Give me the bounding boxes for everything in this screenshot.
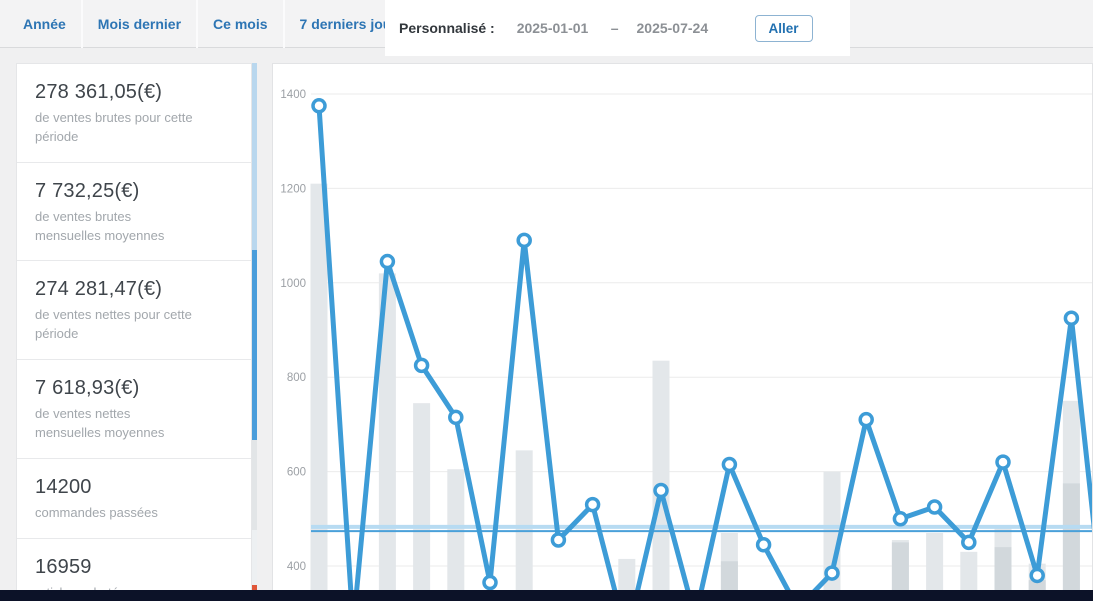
stat-label: de ventes nettes mensuelles moyennes bbox=[35, 406, 165, 440]
line-marker[interactable] bbox=[413, 357, 430, 374]
date-to-input[interactable] bbox=[636, 20, 725, 36]
line-marker[interactable] bbox=[653, 482, 669, 499]
line-marker[interactable] bbox=[995, 454, 1011, 470]
bar[interactable] bbox=[447, 469, 465, 601]
stat-value: 278 361,05(€) bbox=[35, 81, 163, 103]
y-axis-tick-label: 1200 bbox=[280, 183, 306, 195]
scroll-indicator-segment bbox=[252, 250, 257, 440]
bar[interactable] bbox=[378, 273, 396, 601]
line-marker[interactable] bbox=[482, 574, 498, 591]
scroll-indicator-segment bbox=[252, 440, 257, 530]
line-marker[interactable] bbox=[961, 534, 977, 551]
tab-ce-mois[interactable]: Ce mois bbox=[198, 0, 285, 48]
stat-label: de ventes nettes pour cette période bbox=[35, 307, 192, 342]
stat-avg-gross-monthly: 7 732,25(€) de ventes brutes mensuelles … bbox=[17, 163, 251, 262]
line-marker[interactable] bbox=[824, 565, 840, 581]
scroll-indicator-segment bbox=[252, 585, 257, 590]
go-button[interactable]: Aller bbox=[754, 14, 813, 42]
range-tabs: Année Mois dernier Ce mois 7 derniers jo… bbox=[0, 0, 1093, 48]
date-range-dash: – bbox=[610, 20, 619, 36]
bar[interactable] bbox=[652, 360, 670, 601]
bar[interactable] bbox=[960, 551, 978, 601]
stat-label: commandes passées bbox=[35, 504, 158, 520]
stat-avg-net-monthly: 7 618,93(€) de ventes nettes mensuelles … bbox=[17, 360, 251, 459]
y-axis-tick-label: 600 bbox=[287, 467, 306, 479]
line-marker[interactable] bbox=[311, 98, 327, 114]
custom-range-label: Personnalisé : bbox=[399, 20, 495, 36]
report-range-toolbar: Année Mois dernier Ce mois 7 derniers jo… bbox=[0, 0, 1093, 56]
bar[interactable] bbox=[1062, 483, 1080, 601]
sales-chart-svg: 1400 1200 1000 800 600 400 bbox=[280, 89, 1092, 601]
line-marker[interactable] bbox=[1063, 310, 1080, 326]
y-axis-tick-label: 800 bbox=[287, 372, 306, 384]
line-marker[interactable] bbox=[858, 411, 874, 428]
stat-value: 274 281,47(€) bbox=[35, 278, 163, 301]
stat-value: 7 618,93(€) bbox=[35, 377, 140, 400]
line-marker[interactable] bbox=[516, 232, 532, 249]
bar[interactable] bbox=[413, 403, 431, 601]
line-marker[interactable] bbox=[379, 253, 396, 270]
stat-orders-placed: 14200 commandes passées bbox=[17, 459, 251, 539]
line-marker[interactable] bbox=[550, 532, 567, 548]
scroll-indicator-segment bbox=[252, 63, 257, 250]
y-axis-tick-label: 1400 bbox=[280, 89, 306, 101]
line-marker[interactable] bbox=[926, 499, 943, 515]
scroll-indicator-segment bbox=[252, 530, 257, 585]
sidebar-scroll-indicator bbox=[252, 63, 257, 590]
y-axis-tick-label: 1000 bbox=[280, 278, 306, 290]
bar[interactable] bbox=[926, 532, 944, 601]
line-marker[interactable] bbox=[1029, 567, 1045, 584]
line-marker[interactable] bbox=[892, 511, 909, 527]
sales-chart-panel[interactable]: 1400 1200 1000 800 600 400 bbox=[272, 63, 1093, 601]
stat-gross-sales: 278 361,05(€) de ventes brutes pour cett… bbox=[17, 64, 251, 163]
stat-value: 7 732,25(€) bbox=[35, 179, 140, 202]
stat-value: 16959 bbox=[35, 555, 92, 578]
stat-value: 14200 bbox=[35, 475, 92, 498]
bar[interactable] bbox=[891, 542, 909, 601]
line-marker[interactable] bbox=[755, 537, 772, 553]
bar[interactable] bbox=[994, 547, 1012, 601]
bar[interactable] bbox=[310, 183, 328, 601]
tab-mois-dernier[interactable]: Mois dernier bbox=[83, 0, 199, 48]
stat-net-sales: 274 281,47(€) de ventes nettes pour cett… bbox=[17, 261, 251, 361]
custom-range-section: Personnalisé : – Aller bbox=[385, 0, 850, 56]
stat-label: de ventes brutes pour cette période bbox=[35, 110, 193, 144]
line-marker[interactable] bbox=[721, 456, 738, 473]
sales-line[interactable] bbox=[316, 103, 1092, 601]
bottom-dark-bar bbox=[0, 590, 1093, 601]
line-marker[interactable] bbox=[448, 409, 464, 426]
line-marker[interactable] bbox=[584, 496, 601, 513]
y-axis-tick-label: 400 bbox=[287, 561, 306, 573]
date-from-input[interactable] bbox=[516, 20, 605, 36]
stat-label: de ventes brutes mensuelles moyennes bbox=[35, 208, 165, 243]
report-sidebar: 278 361,05(€) de ventes brutes pour cett… bbox=[16, 63, 252, 601]
tab-annee[interactable]: Année bbox=[8, 0, 83, 48]
